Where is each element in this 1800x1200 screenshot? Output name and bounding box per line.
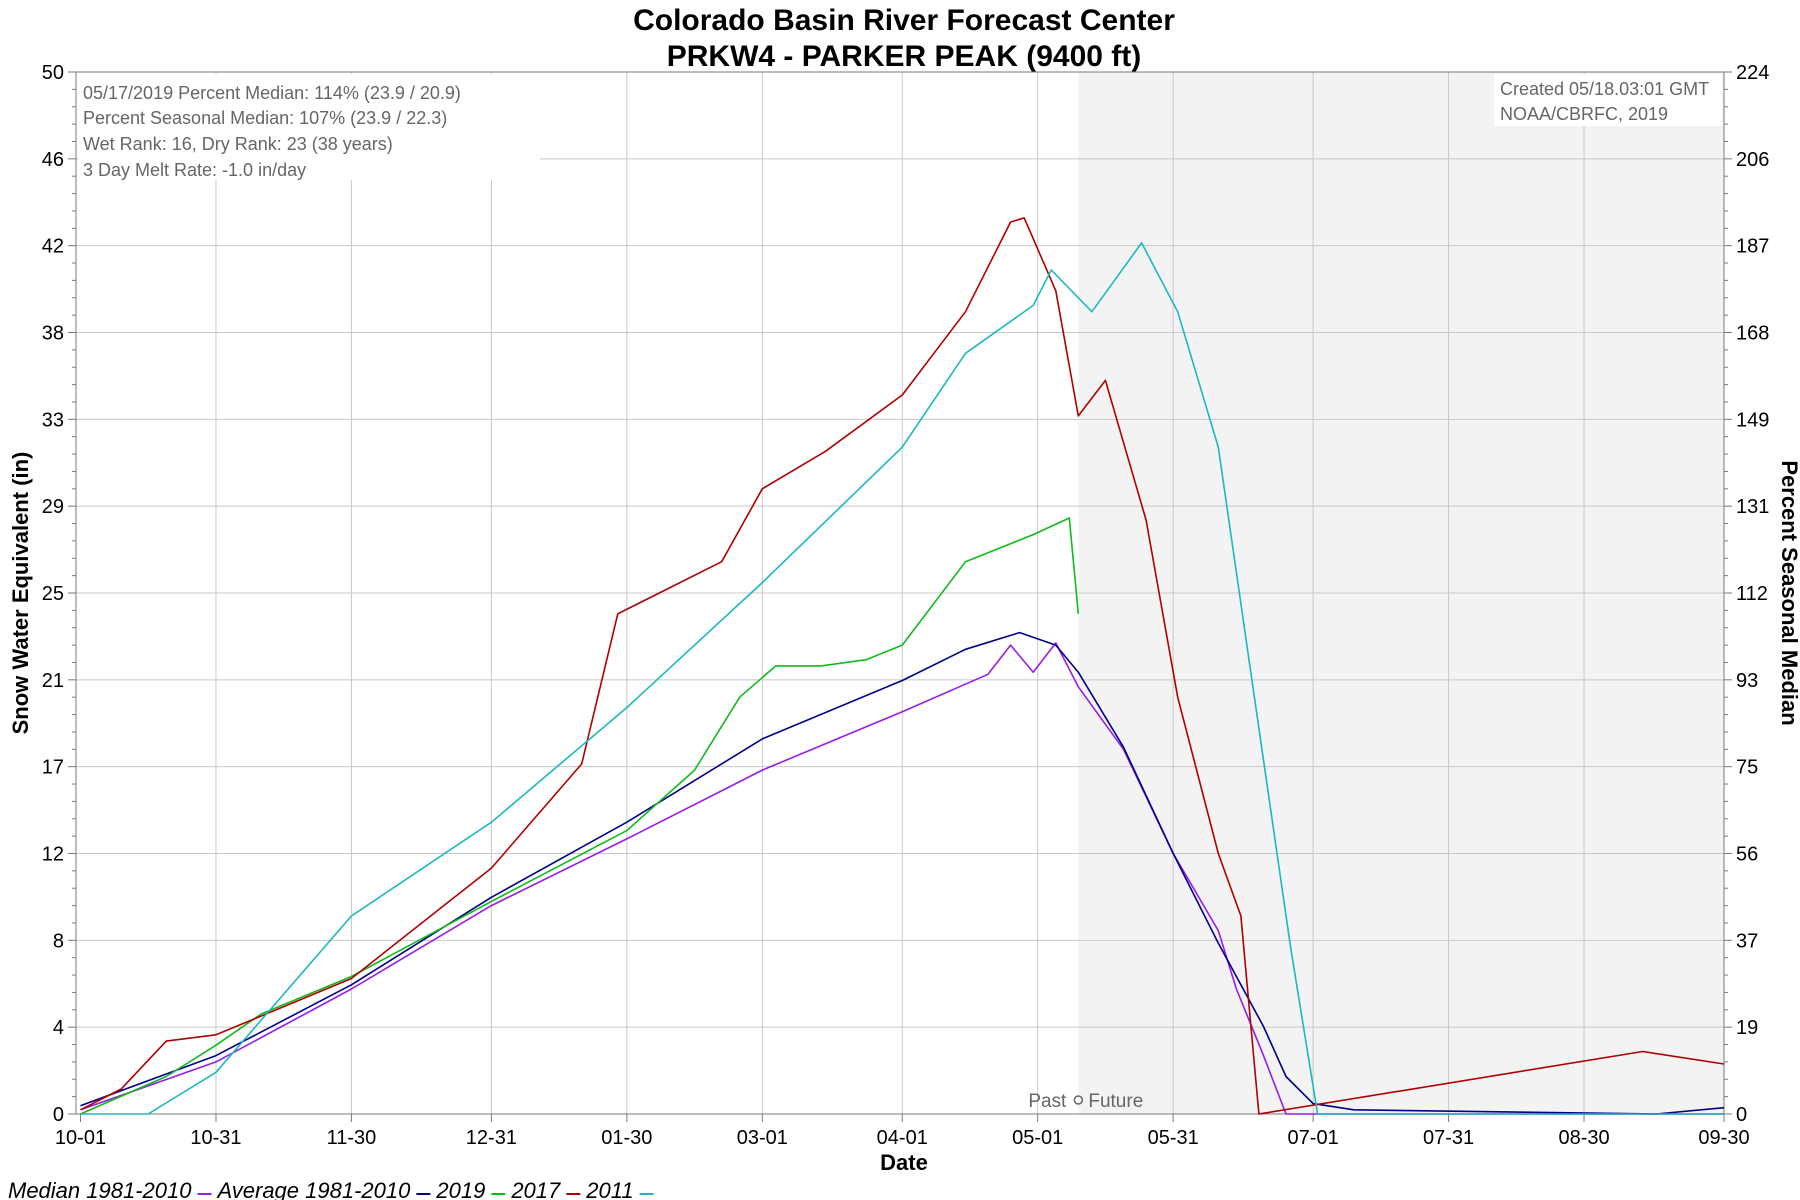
- y-tick-label: 0: [53, 1104, 64, 1126]
- y2-tick-label: 19: [1736, 1017, 1758, 1039]
- x-tick-label: 04-01: [877, 1127, 928, 1149]
- info-line: 3 Day Melt Rate: -1.0 in/day: [83, 160, 306, 180]
- y-axis-title: Snow Water Equivalent (in): [8, 452, 33, 735]
- y-tick-label: 50: [42, 62, 64, 84]
- x-tick-label: 01-30: [601, 1127, 652, 1149]
- legend-label: Average 1981-2010: [215, 1178, 411, 1200]
- y2-tick-label: 56: [1736, 844, 1758, 866]
- x-axis: 10-01 10-31 11-30 12-31 01-30 03-01 04-01 05-01…: [55, 1114, 1750, 1149]
- x-tick-label: 05-31: [1148, 1127, 1199, 1149]
- legend-label: 2019: [435, 1178, 485, 1200]
- series-line: [80, 242, 1724, 1115]
- y-tick-label: 33: [42, 409, 64, 431]
- y2-tick-label: 187: [1736, 236, 1769, 258]
- credit-box: Created 05/18.03:01 GMT NOAA/CBRFC, 2019: [1494, 74, 1722, 126]
- y2-tick-label: 112: [1736, 583, 1768, 605]
- past-future-marker: Past Future: [1028, 1091, 1143, 1112]
- past-label: Past: [1028, 1091, 1067, 1112]
- x-tick-label: 11-30: [327, 1127, 377, 1149]
- series-line: [80, 642, 1724, 1115]
- x-tick-label: 10-01: [55, 1127, 106, 1149]
- y2-tick-label: 206: [1736, 149, 1769, 171]
- series-line: [80, 217, 1725, 1115]
- series-line: [80, 517, 1080, 1115]
- x-tick-label: 08-30: [1558, 1127, 1609, 1149]
- y2-tick-label: 149: [1736, 409, 1769, 431]
- x-tick-label: 12-31: [466, 1127, 517, 1149]
- y-tick-label: 12: [42, 844, 64, 866]
- credit-box-bg: [1494, 74, 1722, 126]
- info-line: Percent Seasonal Median: 107% (23.9 / 22…: [83, 108, 447, 128]
- y-tick-label: 42: [42, 236, 64, 258]
- info-box-bg: [78, 74, 540, 180]
- y-tick-label: 38: [42, 323, 64, 345]
- series-line: [80, 631, 1725, 1115]
- y-tick-label: 4: [53, 1017, 64, 1039]
- y-tick-label: 21: [42, 670, 64, 692]
- grid-lines: [76, 72, 1724, 1114]
- y-axis: 0 4 8 12 17 21 25 29 33 38 42 46 50: [42, 62, 76, 1126]
- legend: Median 1981-2010 Average 1981-2010 2019 201…: [8, 1178, 654, 1200]
- x-tick-label: 07-01: [1288, 1127, 1339, 1149]
- past-future-icon: [1073, 1095, 1084, 1105]
- y2-tick-label: 93: [1736, 670, 1758, 692]
- x-tick-label: 09-30: [1698, 1127, 1749, 1149]
- y2-tick-label: 224: [1736, 62, 1769, 84]
- y2-tick-label: 0: [1736, 1104, 1747, 1126]
- credit-line: NOAA/CBRFC, 2019: [1500, 104, 1668, 124]
- legend-label: 2017: [510, 1178, 561, 1200]
- y2-tick-label: 131: [1736, 496, 1769, 518]
- legend-label: 2011: [585, 1178, 633, 1200]
- y-tick-label: 8: [53, 930, 64, 952]
- chart-title: Colorado Basin River Forecast Center: [633, 4, 1175, 37]
- y2-tick-label: 168: [1736, 323, 1769, 345]
- y2-tick-label: 37: [1736, 930, 1758, 952]
- future-label: Future: [1088, 1091, 1143, 1112]
- y-tick-label: 29: [42, 496, 64, 518]
- legend-label: Median 1981-2010: [8, 1178, 192, 1200]
- credit-line: Created 05/18.03:01 GMT: [1500, 79, 1709, 99]
- y-tick-label: 25: [42, 583, 64, 605]
- chart-subtitle: PRKW4 - PARKER PEAK (9400 ft): [667, 40, 1142, 73]
- y2-axis-title: Percent Seasonal Median: [1777, 460, 1800, 725]
- x-tick-label: 10-31: [190, 1127, 241, 1149]
- info-line: Wet Rank: 16, Dry Rank: 23 (38 years): [83, 134, 393, 154]
- y-tick-label: 46: [42, 149, 64, 171]
- y-tick-label: 17: [42, 757, 64, 779]
- x-tick-label: 07-31: [1423, 1127, 1474, 1149]
- x-tick-label: 03-01: [737, 1127, 788, 1149]
- info-box: 05/17/2019 Percent Median: 114% (23.9 / …: [78, 74, 540, 180]
- x-axis-title: Date: [880, 1150, 928, 1175]
- y2-axis: 0 19 37 56 75 93 112 131 149 168 187 206 224: [1724, 62, 1769, 1126]
- info-line: 05/17/2019 Percent Median: 114% (23.9 / …: [83, 83, 461, 103]
- x-tick-label: 05-01: [1012, 1127, 1063, 1149]
- series-lines: [80, 217, 1725, 1115]
- y2-tick-label: 75: [1736, 757, 1758, 779]
